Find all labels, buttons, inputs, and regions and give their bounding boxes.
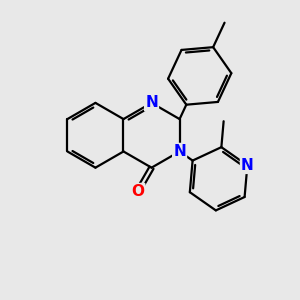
Text: N: N	[173, 144, 186, 159]
Text: O: O	[131, 184, 144, 199]
Text: N: N	[145, 95, 158, 110]
Text: N: N	[241, 158, 254, 173]
